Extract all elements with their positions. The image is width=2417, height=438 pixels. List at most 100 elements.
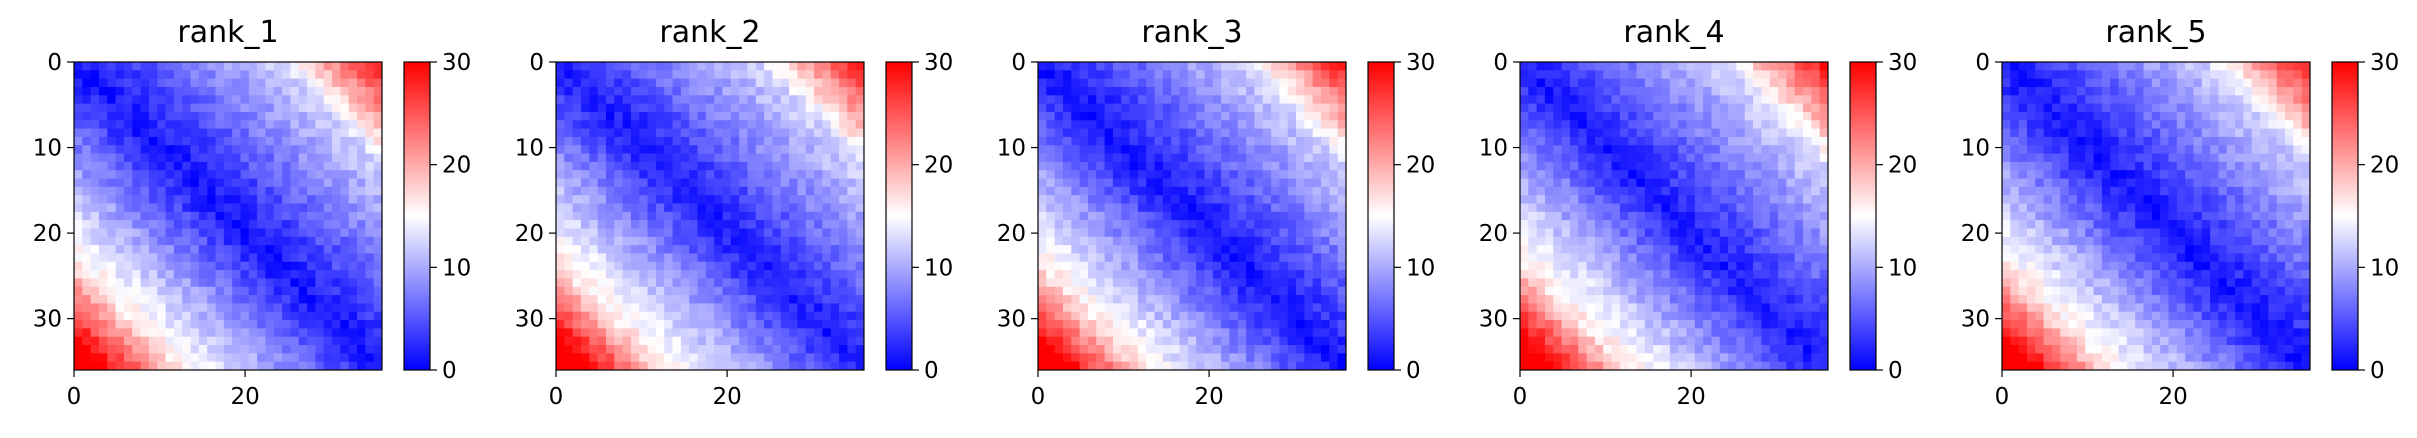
heatmap-cell	[315, 136, 325, 146]
heatmap-cell	[1262, 70, 1272, 80]
heatmap-cell	[639, 345, 648, 354]
heatmap-cell	[622, 211, 632, 221]
heatmap-cell	[1087, 286, 1097, 296]
heatmap-cell	[265, 211, 275, 221]
heatmap-cell	[1062, 62, 1072, 71]
heatmap-cell	[248, 120, 258, 129]
heatmap-cell	[1129, 145, 1139, 154]
heatmap-cell	[1586, 136, 1596, 146]
heatmap-cell	[1087, 303, 1097, 313]
heatmap-cell	[572, 345, 582, 354]
heatmap-cell	[564, 78, 574, 88]
heatmap-cell	[580, 111, 590, 121]
heatmap-cell	[1062, 286, 1072, 296]
heatmap-cell	[1337, 228, 1347, 238]
heatmap-cell	[730, 270, 740, 279]
heatmap-cell	[1287, 345, 1297, 354]
heatmap-cell	[182, 161, 191, 171]
heatmap-cell	[1337, 270, 1347, 279]
heatmap-cell	[680, 245, 690, 254]
heatmap-cell	[1204, 320, 1214, 329]
heatmap-cell	[789, 361, 798, 371]
heatmap-cell	[572, 120, 582, 129]
heatmap-cell	[1112, 62, 1122, 71]
heatmap-cell	[1678, 228, 1687, 238]
heatmap-cell	[232, 253, 241, 263]
heatmap-cell	[1246, 136, 1255, 146]
heatmap-cell	[589, 195, 599, 204]
heatmap-cell	[630, 145, 640, 154]
heatmap-cell	[1096, 336, 1105, 346]
heatmap-cell	[814, 111, 823, 121]
heatmap-cell	[1569, 211, 1579, 221]
heatmap-cell	[1329, 95, 1339, 105]
heatmap-cell	[630, 186, 640, 196]
heatmap-cell	[764, 170, 773, 179]
heatmap-cell	[1146, 311, 1155, 321]
heatmap-cell	[622, 328, 632, 338]
heatmap-cell	[90, 178, 100, 188]
heatmap-cell	[614, 62, 623, 71]
heatmap-cell	[173, 70, 183, 80]
heatmap-cell	[1121, 345, 1130, 354]
heatmap-cell	[1279, 236, 1289, 246]
heatmap-cell	[1146, 361, 1155, 371]
heatmap-cell	[98, 195, 108, 204]
heatmap-cell	[248, 136, 258, 146]
heatmap-cell	[307, 178, 316, 188]
heatmap-cell	[232, 178, 241, 188]
heatmap-cell	[1187, 328, 1197, 338]
heatmap-cell	[697, 270, 707, 279]
heatmap-cell	[1262, 78, 1272, 88]
heatmap-cell	[165, 261, 175, 271]
heatmap-cell	[1137, 161, 1147, 171]
heatmap-cell	[772, 195, 782, 204]
heatmap-cell	[714, 336, 723, 346]
heatmap-cell	[672, 178, 682, 188]
heatmap-cell	[822, 295, 832, 304]
heatmap-cell	[215, 78, 225, 88]
heatmap-cell	[822, 70, 832, 80]
heatmap-cell	[232, 345, 241, 354]
heatmap-cell	[1528, 78, 1538, 88]
heatmap-cell	[697, 103, 707, 113]
heatmap-cell	[1279, 86, 1289, 96]
heatmap-cell	[157, 353, 166, 363]
heatmap-cell	[855, 128, 865, 138]
heatmap-cell	[814, 178, 823, 188]
heatmap-cell	[98, 286, 108, 296]
heatmap-cell	[82, 62, 92, 71]
heatmap-cell	[597, 336, 607, 346]
heatmap-cell	[697, 203, 707, 213]
heatmap-cell	[1603, 78, 1612, 88]
heatmap-cell	[655, 153, 665, 163]
heatmap-cell	[1619, 128, 1629, 138]
heatmap-cell	[1229, 203, 1239, 213]
heatmap-cell	[1179, 286, 1189, 296]
heatmap-cell	[672, 228, 682, 238]
heatmap-cell	[589, 203, 599, 213]
heatmap-cell	[1212, 311, 1222, 321]
heatmap-cell	[655, 161, 665, 171]
heatmap-cell	[198, 220, 208, 229]
heatmap-cell	[315, 228, 325, 238]
heatmap-cell	[689, 111, 698, 121]
heatmap-cell	[223, 345, 233, 354]
heatmap-cell	[248, 62, 258, 71]
heatmap-cell	[1321, 128, 1330, 138]
heatmap-cell	[655, 286, 665, 296]
heatmap-cell	[198, 136, 208, 146]
heatmap-cell	[307, 120, 316, 129]
heatmap-cell	[1179, 295, 1189, 304]
heatmap-cell	[1569, 203, 1579, 213]
heatmap-cell	[140, 128, 150, 138]
heatmap-cell	[839, 361, 848, 371]
heatmap-cell	[1561, 170, 1571, 179]
heatmap-cell	[1611, 220, 1621, 229]
heatmap-cell	[614, 311, 623, 321]
heatmap-cell	[282, 211, 291, 221]
heatmap-cell	[830, 211, 840, 221]
heatmap-cell	[1686, 195, 1696, 204]
heatmap-cell	[1321, 236, 1330, 246]
heatmap-cell	[647, 120, 657, 129]
